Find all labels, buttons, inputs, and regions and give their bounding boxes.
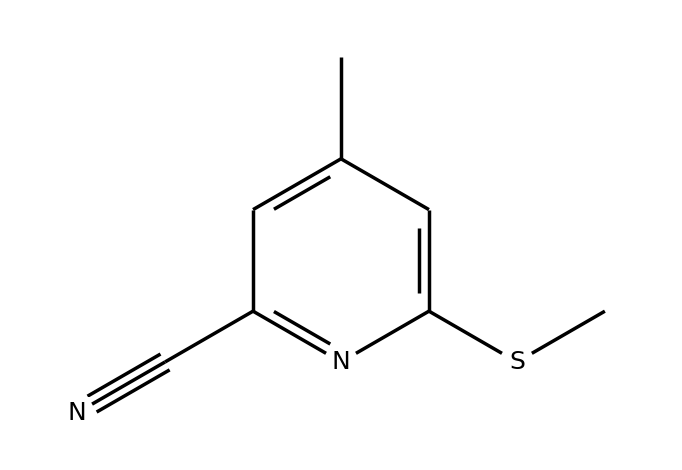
Text: N: N bbox=[331, 350, 351, 374]
Text: N: N bbox=[68, 401, 87, 425]
Text: S: S bbox=[509, 350, 525, 374]
